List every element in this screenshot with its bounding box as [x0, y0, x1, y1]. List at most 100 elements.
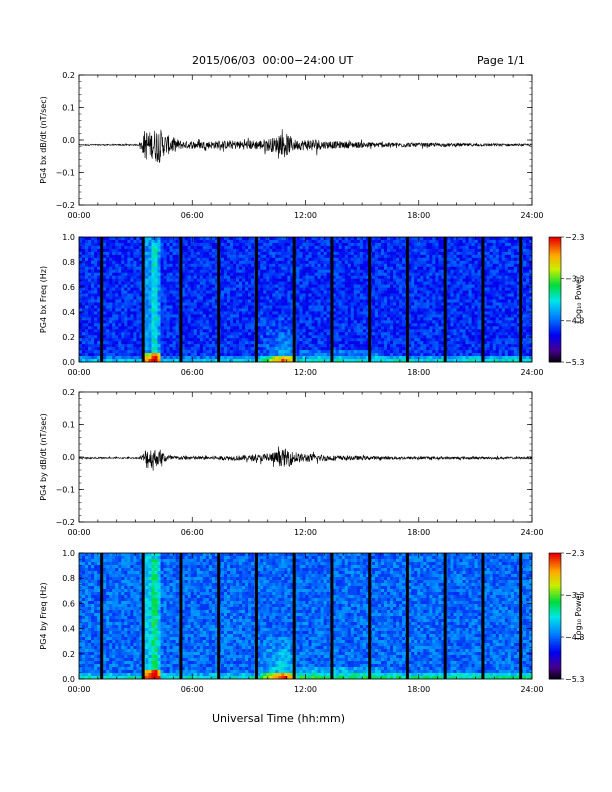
x-tick-label: 24:00	[520, 368, 543, 377]
colorbar-cell	[549, 634, 561, 638]
x-tick-label: 18:00	[407, 685, 430, 694]
colorbar-cell	[549, 569, 561, 573]
y-tick-label: 0.8	[62, 574, 75, 583]
colorbar-cell	[549, 622, 561, 625]
colorbar-cell	[549, 287, 561, 290]
colorbar-label: Log₁₀ Power	[574, 592, 583, 640]
y-tick-label: 0.4	[62, 308, 75, 317]
colorbar-cell	[549, 603, 561, 606]
colorbar-cell	[549, 567, 561, 571]
x-axis-label: Universal Time (hh:mm)	[212, 712, 345, 725]
colorbar-cell	[549, 653, 561, 657]
x-tick-label: 18:00	[407, 211, 430, 220]
colorbar-cell	[549, 243, 561, 246]
x-tick-label: 06:00	[181, 528, 204, 537]
colorbar-frame	[548, 236, 562, 363]
colorbar-cell	[549, 626, 561, 630]
colorbar-tick-label: −4.3	[565, 633, 584, 642]
data-gap	[519, 237, 523, 362]
colorbar-tick-label: −4.3	[565, 316, 584, 325]
colorbar-cell	[549, 637, 561, 640]
colorbar-cell	[549, 609, 561, 613]
colorbar-cell	[549, 326, 561, 330]
colorbar-tick-label: −3.3	[565, 591, 584, 600]
colorbar-frame	[548, 552, 562, 680]
colorbar-cell	[549, 618, 561, 621]
data-trace	[78, 129, 533, 163]
y-tick-label: −0.2	[56, 201, 75, 210]
y-tick-label: −0.1	[56, 486, 75, 495]
colorbar-cell	[549, 239, 561, 242]
y-tick-label: −0.1	[56, 169, 75, 178]
colorbar-cell	[549, 578, 561, 581]
data-gap	[217, 237, 221, 362]
colorbar-cell	[549, 597, 561, 600]
y-tick-label: 0.2	[62, 388, 75, 397]
colorbar-cell	[549, 590, 561, 594]
colorbar-cell	[549, 632, 561, 636]
data-gap	[405, 237, 409, 362]
colorbar-cell	[549, 324, 561, 328]
data-gap	[179, 237, 183, 362]
y-tick-label: 1.0	[62, 549, 75, 558]
colorbar-tick-label: −2.3	[565, 233, 584, 242]
colorbar-cell	[549, 576, 561, 579]
figure-title: 2015/06/03 00:00−24:00 UT	[192, 54, 354, 67]
colorbar-cell	[549, 563, 561, 567]
data-gap	[368, 553, 372, 679]
colorbar-cell	[549, 660, 561, 663]
data-gap	[330, 553, 334, 679]
data-gap	[405, 553, 409, 679]
colorbar-cell	[549, 295, 561, 298]
x-tick-label: 12:00	[294, 368, 317, 377]
y-tick-label: −0.2	[56, 518, 75, 527]
colorbar-cell	[549, 345, 561, 348]
x-tick-label: 00:00	[67, 368, 90, 377]
data-gap	[368, 237, 372, 362]
x-tick-label: 24:00	[520, 211, 543, 220]
colorbar-cell	[549, 251, 561, 255]
colorbar-cell	[549, 289, 561, 292]
colorbar-cell	[549, 255, 561, 259]
colorbar-cell	[549, 649, 561, 653]
colorbar-cell	[549, 280, 561, 284]
colorbar-cell	[549, 264, 561, 267]
data-gap	[519, 553, 523, 679]
data-gap	[254, 237, 258, 362]
colorbar-cell	[549, 624, 561, 627]
colorbar-cell	[549, 668, 561, 672]
y-tick-label: 0.2	[62, 650, 75, 659]
y-tick-label: 0.1	[62, 104, 75, 113]
data-gap	[254, 553, 258, 679]
colorbar-cell	[549, 343, 561, 346]
y-tick-label: 0.2	[62, 333, 75, 342]
colorbar-cell	[549, 347, 561, 350]
x-tick-label: 06:00	[181, 685, 204, 694]
colorbar-cell	[549, 276, 561, 280]
colorbar-cell	[549, 237, 561, 240]
colorbar-cell	[549, 322, 561, 325]
x-tick-label: 24:00	[520, 685, 543, 694]
y-tick-label: 0.1	[62, 421, 75, 430]
y-tick-label: 0.0	[62, 453, 75, 462]
colorbar-cell	[549, 299, 561, 303]
colorbar-cell	[549, 257, 561, 261]
colorbar-cell	[549, 555, 561, 558]
colorbar-cell	[549, 672, 561, 676]
colorbar-cell	[549, 571, 561, 575]
x-tick-label: 24:00	[520, 528, 543, 537]
colorbar-cell	[549, 268, 561, 271]
colorbar-cell	[549, 266, 561, 269]
colorbar-cell	[549, 278, 561, 282]
colorbar-cell	[549, 359, 561, 363]
y-axis-label: PG4 by dB/dt (nT/sec)	[39, 413, 48, 500]
y-tick-label: 0.6	[62, 283, 75, 292]
colorbar-cell	[549, 316, 561, 319]
colorbar-cell	[549, 307, 561, 311]
colorbar-cell	[549, 580, 561, 583]
y-axis-label: PG4 bx Freq (Hz)	[39, 266, 48, 333]
data-gap	[141, 237, 145, 362]
x-tick-label: 12:00	[294, 685, 317, 694]
colorbar-tick-label: −2.3	[565, 549, 584, 558]
